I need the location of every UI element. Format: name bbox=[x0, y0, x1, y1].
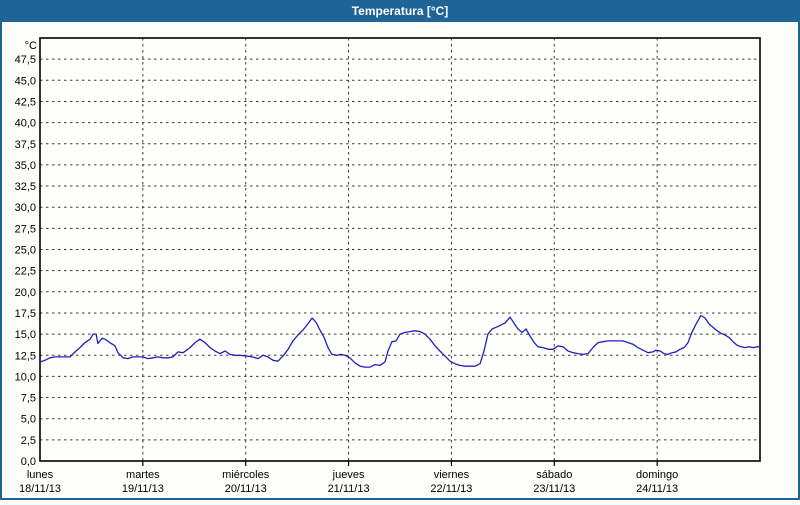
x-day-date-label: 20/11/13 bbox=[225, 483, 267, 495]
x-day-name-label: domingo bbox=[636, 469, 678, 481]
y-tick-label: 15,0 bbox=[15, 329, 36, 341]
y-tick-label: 0,0 bbox=[21, 456, 36, 468]
y-tick-label: 10,0 bbox=[15, 371, 36, 383]
x-day-date-label: 24/11/13 bbox=[636, 483, 678, 495]
y-tick-label: 47,5 bbox=[15, 54, 36, 66]
temperature-line bbox=[39, 314, 761, 368]
y-tick-label: 12,5 bbox=[15, 350, 36, 362]
y-tick-label: 5,0 bbox=[21, 414, 36, 426]
window-titlebar[interactable]: Temperatura [°C] bbox=[0, 0, 800, 22]
y-tick-label: 17,5 bbox=[15, 308, 36, 320]
x-day-name-label: miércoles bbox=[222, 469, 270, 481]
x-day-name-label: martes bbox=[126, 469, 160, 481]
y-tick-label: 30,0 bbox=[15, 202, 36, 214]
y-tick-label: 27,5 bbox=[15, 223, 36, 235]
y-tick-label: 20,0 bbox=[15, 287, 36, 299]
y-tick-label: 25,0 bbox=[15, 245, 36, 257]
y-tick-label: 42,5 bbox=[15, 96, 36, 108]
y-tick-label: 45,0 bbox=[15, 75, 36, 87]
x-day-name-label: viernes bbox=[434, 469, 470, 481]
x-day-name-label: sábado bbox=[536, 469, 572, 481]
y-tick-label: 7,5 bbox=[21, 393, 36, 405]
x-day-name-label: jueves bbox=[332, 469, 365, 481]
y-axis-unit-label: °C bbox=[25, 40, 37, 52]
y-tick-label: 37,5 bbox=[15, 139, 36, 151]
x-day-date-label: 19/11/13 bbox=[122, 483, 164, 495]
x-day-name-label: lunes bbox=[27, 469, 54, 481]
y-tick-label: 40,0 bbox=[15, 118, 36, 130]
x-day-date-label: 18/11/13 bbox=[19, 483, 61, 495]
x-day-date-label: 21/11/13 bbox=[328, 483, 370, 495]
x-day-date-label: 22/11/13 bbox=[430, 483, 472, 495]
y-tick-label: 35,0 bbox=[15, 160, 36, 172]
y-tick-label: 32,5 bbox=[15, 181, 36, 193]
y-tick-label: 2,5 bbox=[21, 435, 36, 447]
y-tick-label: 22,5 bbox=[15, 266, 36, 278]
window-title: Temperatura [°C] bbox=[351, 4, 449, 18]
x-day-date-label: 23/11/13 bbox=[533, 483, 575, 495]
plot-frame bbox=[39, 37, 761, 462]
